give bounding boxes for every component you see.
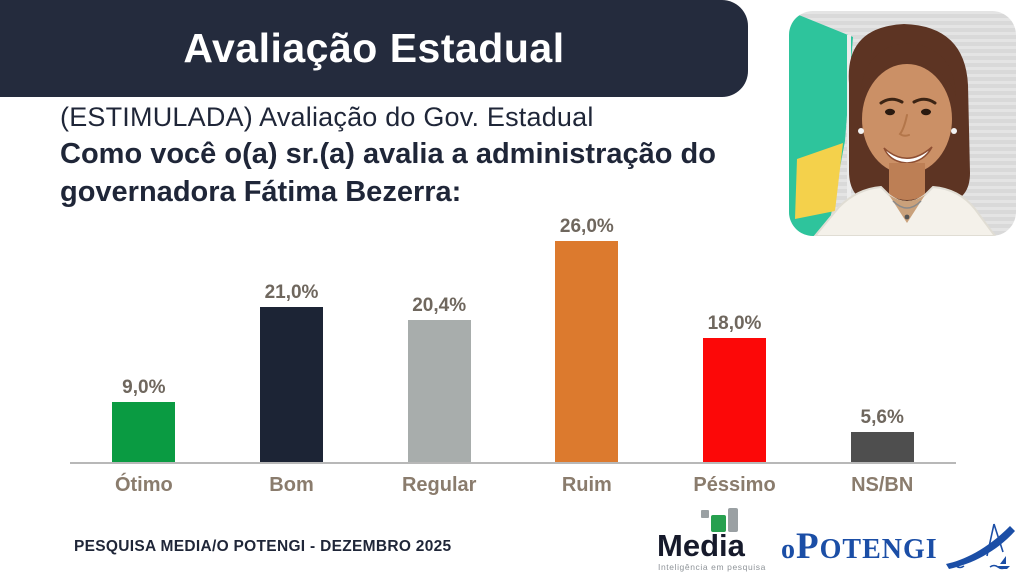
bar-bom (260, 307, 323, 462)
header-banner: Avaliação Estadual (0, 0, 748, 97)
question-subtitle: (ESTIMULADA) Avaliação do Gov. Estadual (60, 102, 594, 132)
media-logo-name: Media (657, 528, 745, 563)
potengi-initial: P (796, 525, 820, 567)
source-caption: PESQUISA MEDIA/O POTENGI - DEZEMBRO 2025 (74, 538, 452, 555)
governor-portrait-illustration (789, 11, 1016, 236)
bar-p-ssimo (703, 338, 767, 462)
category-label: NS/BN (851, 474, 914, 496)
page-title: Avaliação Estadual (183, 25, 565, 71)
media-chart-icon (701, 506, 738, 532)
bar-ns-bn (850, 432, 914, 462)
potengi-logo-text: oPOTENGI (781, 525, 938, 568)
chart-column: 20,4% (365, 295, 513, 462)
question-block: (ESTIMULADA) Avaliação do Gov. Estadual … (60, 102, 760, 211)
bar-value-label: 5,6% (860, 407, 904, 428)
potengi-logo: oPOTENGI (781, 521, 1018, 571)
category-label: Ruim (561, 474, 612, 496)
bar-value-label: 21,0% (264, 282, 319, 303)
category-label: Bom (269, 474, 314, 496)
media-logo-tagline: Inteligência em pesquisa (658, 562, 766, 572)
x-axis-line (70, 462, 956, 464)
potengi-bridge-icon (944, 522, 1018, 570)
flag-yellow (795, 143, 843, 219)
bar-value-label: 9,0% (122, 377, 166, 398)
category-label: Ótimo (114, 474, 173, 496)
chart-column: 21,0% (218, 282, 366, 462)
chart-column: 18,0% (661, 313, 809, 462)
bar-value-label: 18,0% (707, 313, 762, 334)
potengi-prefix: o (781, 533, 796, 565)
bar-ruim (555, 241, 619, 462)
category-label: Péssimo (693, 474, 776, 496)
governor-photo (789, 11, 1016, 236)
bar-chart: 9,0% 21,0% 20,4% 26,0% 18,0% 5,6% (70, 200, 956, 462)
bar-regular (407, 320, 471, 462)
chart-column: 5,6% (808, 407, 956, 462)
category-label: Regular (401, 474, 477, 496)
chart-column: 26,0% (513, 216, 661, 462)
potengi-rest: OTENGI (819, 533, 938, 565)
question-text: Como você o(a) sr.(a) avalia a administr… (60, 138, 716, 208)
chart-column: 9,0% (70, 377, 218, 462)
bar-value-label: 26,0% (559, 216, 614, 237)
media-logo: Media Inteligência em pesquisa (657, 506, 779, 573)
bar-value-label: 20,4% (412, 295, 467, 316)
category-axis: Ótimo Bom Regular Ruim Péssimo NS/BN (70, 474, 956, 497)
bar--timo (112, 402, 176, 462)
